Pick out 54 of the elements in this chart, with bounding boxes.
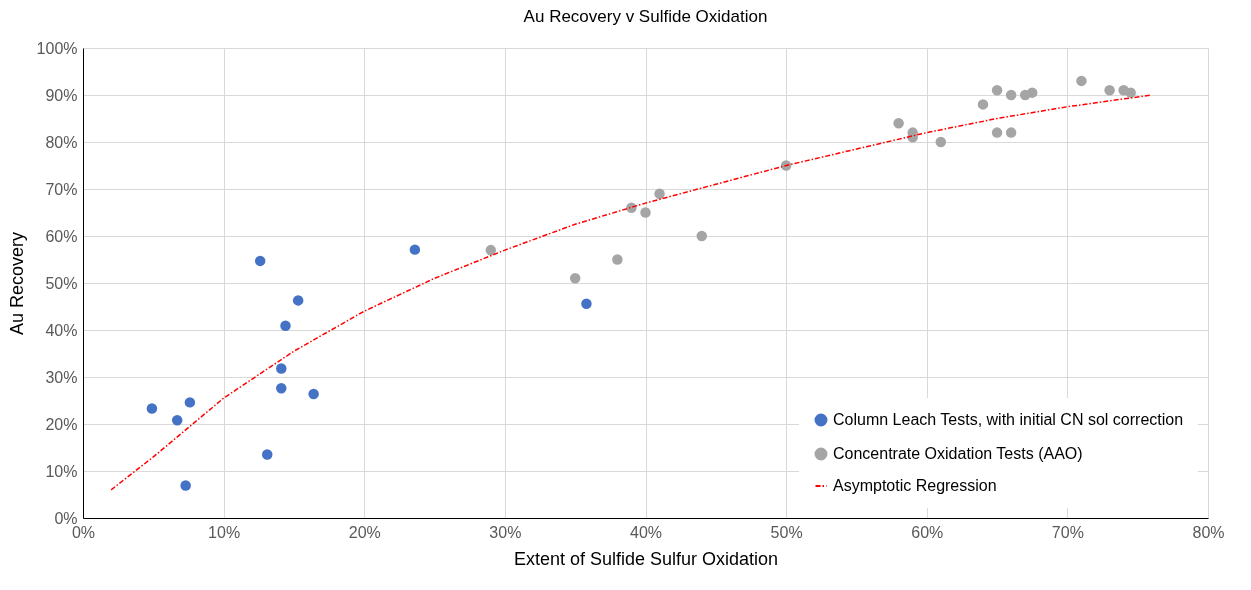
- point: [276, 383, 287, 394]
- point: [1125, 87, 1136, 98]
- point: [977, 99, 989, 110]
- y-tick-label: 60%: [45, 227, 78, 245]
- legend-label: Column Leach Tests, with initial CN sol correction: [833, 411, 1184, 428]
- point: [654, 188, 665, 199]
- x-tick-label: 40%: [629, 523, 663, 541]
- point: [180, 480, 191, 491]
- x-tick-label: 20%: [348, 523, 381, 541]
- x-tick-label: 30%: [489, 523, 522, 541]
- x-tick-label: 60%: [911, 523, 944, 541]
- point: [146, 403, 158, 414]
- point: [485, 244, 497, 256]
- point: [184, 397, 196, 408]
- point: [612, 254, 623, 265]
- y-tick-label: 50%: [45, 274, 78, 292]
- y-tick-label: 10%: [45, 462, 78, 480]
- point: [991, 127, 1003, 138]
- point: [696, 230, 707, 242]
- point: [292, 295, 304, 306]
- point: [569, 273, 581, 284]
- point: [1026, 87, 1038, 98]
- point: [409, 244, 421, 255]
- point: [261, 449, 273, 460]
- chart-title: Au Recovery v Sulfide Oxidation: [523, 7, 768, 26]
- point: [893, 117, 904, 129]
- y-tick-label: 20%: [45, 415, 78, 433]
- point: [640, 207, 651, 218]
- y-tick-label: 70%: [45, 180, 78, 198]
- point: [991, 85, 1003, 96]
- point: [171, 415, 183, 426]
- y-tick-label: 30%: [45, 368, 78, 386]
- y-tick-label: 100%: [36, 39, 78, 57]
- y-axis-title: Au Recovery: [6, 231, 27, 336]
- y-tick-label: 80%: [45, 133, 78, 151]
- point: [1104, 85, 1115, 96]
- point: [254, 255, 266, 267]
- point: [1005, 89, 1017, 101]
- legend-label: Concentrate Oxidation Tests (AAO): [833, 445, 1083, 462]
- point: [276, 363, 287, 374]
- x-tick-label: 80%: [1192, 523, 1225, 541]
- point: [935, 136, 947, 148]
- point: [1076, 75, 1087, 87]
- x-tick-label: 10%: [208, 523, 241, 541]
- y-tick-label: 40%: [45, 321, 78, 339]
- y-tick-label: 90%: [45, 86, 78, 104]
- x-tick-label: 70%: [1051, 523, 1084, 541]
- x-axis-title: Extent of Sulfide Sulfur Oxidation: [513, 548, 779, 569]
- point: [280, 320, 291, 331]
- point: [308, 388, 319, 400]
- x-tick-label: 50%: [770, 523, 803, 541]
- point: [1005, 127, 1017, 138]
- legend-label: Asymptotic Regression: [833, 477, 997, 494]
- point: [581, 298, 592, 309]
